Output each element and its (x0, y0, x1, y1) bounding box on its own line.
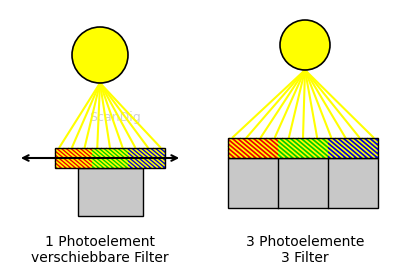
Text: 3 Photoelemente
3 Filter: 3 Photoelemente 3 Filter (246, 235, 364, 265)
Bar (228, 138, 378, 158)
Circle shape (280, 20, 330, 70)
Bar (55, 148, 92, 168)
Bar (228, 138, 278, 158)
Bar (78, 168, 143, 216)
Bar (92, 148, 128, 168)
Text: 1 Photoelement
verschiebbare Filter: 1 Photoelement verschiebbare Filter (31, 235, 169, 265)
Bar (278, 138, 328, 158)
Text: ScanDig: ScanDig (89, 111, 141, 125)
Circle shape (72, 27, 128, 83)
Bar (55, 148, 165, 168)
Text: ScanDig: ScanDig (322, 190, 368, 200)
Bar (128, 148, 165, 168)
Bar (328, 138, 378, 158)
Bar (228, 158, 378, 208)
